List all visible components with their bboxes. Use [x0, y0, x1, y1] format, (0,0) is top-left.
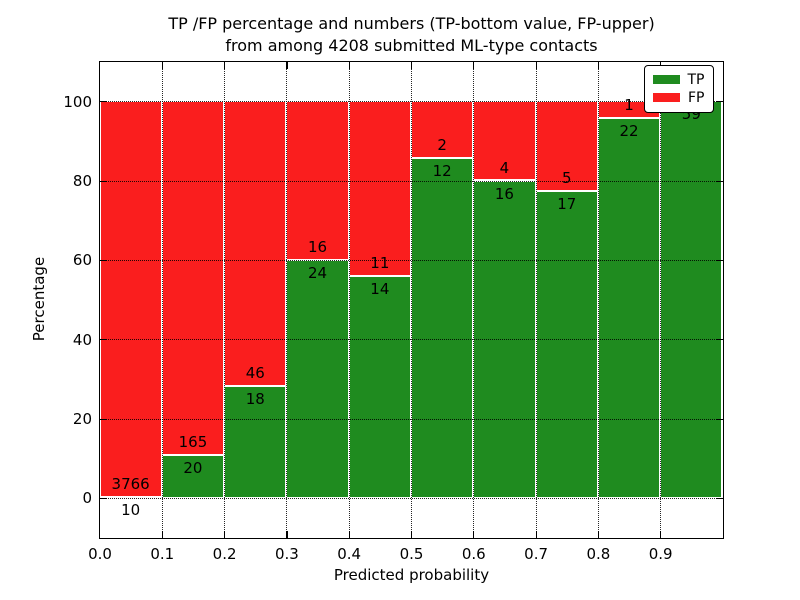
x-tick-label: 0.8 — [586, 545, 611, 563]
y-tick-right — [715, 101, 723, 103]
tp-count-label: 18 — [245, 390, 265, 409]
y-axis-label: Percentage — [30, 256, 48, 342]
y-tick-right — [715, 418, 723, 420]
x-tick-top — [473, 61, 475, 69]
y-tick-right — [715, 259, 723, 262]
y-tick-left — [99, 418, 107, 420]
y-tick-label: 40 — [72, 330, 92, 349]
legend-swatch-fp — [652, 93, 680, 102]
x-tick-top — [286, 61, 288, 69]
x-tick-bottom — [597, 530, 600, 538]
x-tick-top — [348, 61, 350, 69]
bar-segment-tp — [597, 118, 661, 498]
x-tick-label: 0.7 — [524, 545, 549, 563]
bar-segment-tp — [411, 157, 474, 498]
x-tick-bottom — [286, 530, 288, 538]
fp-count-label: 5 — [561, 169, 572, 188]
y-tick-right — [715, 497, 723, 500]
bar-segment-tp — [161, 454, 225, 498]
bar-segment-fp — [535, 101, 598, 192]
x-tick-label: 0.3 — [274, 545, 299, 563]
plot-area: TP FP 3766 10 165 20 46 18 16 24 11 14 2 12 4 16 5 17 1 22… — [98, 60, 724, 539]
x-tick-bottom — [224, 530, 226, 538]
gridline-vertical — [411, 61, 412, 538]
x-tick-top — [224, 61, 226, 69]
bar-segment-fp — [411, 101, 474, 158]
bar-segment-tp — [660, 101, 723, 498]
y-tick-left — [99, 259, 107, 262]
gridline-vertical — [660, 61, 662, 538]
y-tick-left — [99, 339, 107, 341]
y-tick-left — [99, 180, 107, 182]
chart-title-line1: TP /FP percentage and numbers (TP-bottom… — [168, 14, 655, 33]
gridline-vertical — [348, 61, 350, 538]
y-tick-label: 20 — [72, 410, 92, 428]
fp-count-label: 4 — [499, 158, 510, 177]
x-tick-label: 0.1 — [150, 545, 175, 563]
gridline-vertical — [597, 61, 599, 538]
fp-count-label: 1 — [624, 96, 634, 115]
x-tick-label: 0.0 — [88, 545, 112, 563]
legend-label-tp: TP — [687, 71, 705, 88]
gridline-vertical — [535, 61, 537, 538]
x-tick-top — [535, 61, 537, 69]
gridline-vertical — [286, 61, 288, 538]
y-tick-right — [715, 180, 723, 182]
gridline-vertical — [473, 61, 475, 538]
x-tick-top — [161, 61, 163, 69]
y-tick-label: 0 — [82, 489, 92, 508]
legend-swatch-tp — [652, 75, 680, 84]
x-tick-label: 0.6 — [461, 545, 486, 563]
chart-title-line2: from among 4208 submitted ML-type contac… — [225, 36, 598, 55]
fp-count-label: 2 — [437, 135, 447, 154]
x-tick-top — [597, 61, 600, 69]
x-axis-label: Predicted probability — [333, 566, 490, 584]
y-tick-left — [99, 497, 107, 500]
bar-segment-tp — [348, 275, 411, 498]
tp-count-label: 22 — [619, 122, 639, 141]
legend-row: TP — [652, 71, 705, 88]
y-tick-label: 100 — [63, 92, 92, 111]
y-tick-right — [715, 339, 723, 341]
x-tick-label: 0.2 — [212, 545, 237, 563]
y-tick-label: 60 — [72, 251, 92, 270]
legend-label-fp: FP — [688, 89, 705, 106]
gridline-vertical — [224, 61, 226, 538]
fp-count-label: 16 — [307, 237, 328, 256]
gridline-vertical — [161, 61, 163, 538]
tp-count-label: 16 — [494, 184, 514, 203]
tp-count-label: 12 — [432, 161, 452, 180]
bar-segment-fp — [161, 101, 225, 455]
fp-count-label: 11 — [370, 253, 390, 272]
tp-count-label: 17 — [557, 195, 577, 214]
bar-segment-tp — [535, 191, 598, 498]
legend-row: FP — [652, 89, 705, 106]
tp-count-label: 24 — [307, 263, 328, 282]
x-tick-label: 0.9 — [648, 545, 673, 563]
tp-count-label: 20 — [183, 458, 203, 477]
legend: TP FP — [643, 64, 714, 113]
tp-count-label: 10 — [121, 500, 141, 519]
x-tick-bottom — [411, 530, 413, 538]
x-tick-top — [411, 61, 413, 69]
bar-segment-fp — [348, 101, 411, 276]
bar-segment-fp — [224, 101, 287, 387]
x-tick-label: 0.5 — [399, 545, 424, 563]
y-tick-left — [99, 101, 107, 103]
fp-count-label: 46 — [245, 364, 265, 383]
chart-title: TP /FP percentage and numbers (TP-bottom… — [100, 13, 723, 57]
x-tick-label: 0.4 — [337, 545, 362, 563]
x-tick-bottom — [660, 530, 662, 538]
bar-segment-tp — [286, 259, 349, 498]
bar-segment-fp — [99, 101, 162, 497]
fp-count-label: 165 — [178, 432, 208, 451]
x-tick-bottom — [535, 530, 537, 538]
x-tick-bottom — [348, 530, 350, 538]
x-tick-bottom — [473, 530, 475, 538]
x-tick-bottom — [161, 530, 163, 538]
fp-count-label: 3766 — [111, 474, 150, 493]
tp-count-label: 14 — [370, 279, 390, 298]
y-tick-label: 80 — [72, 172, 92, 190]
